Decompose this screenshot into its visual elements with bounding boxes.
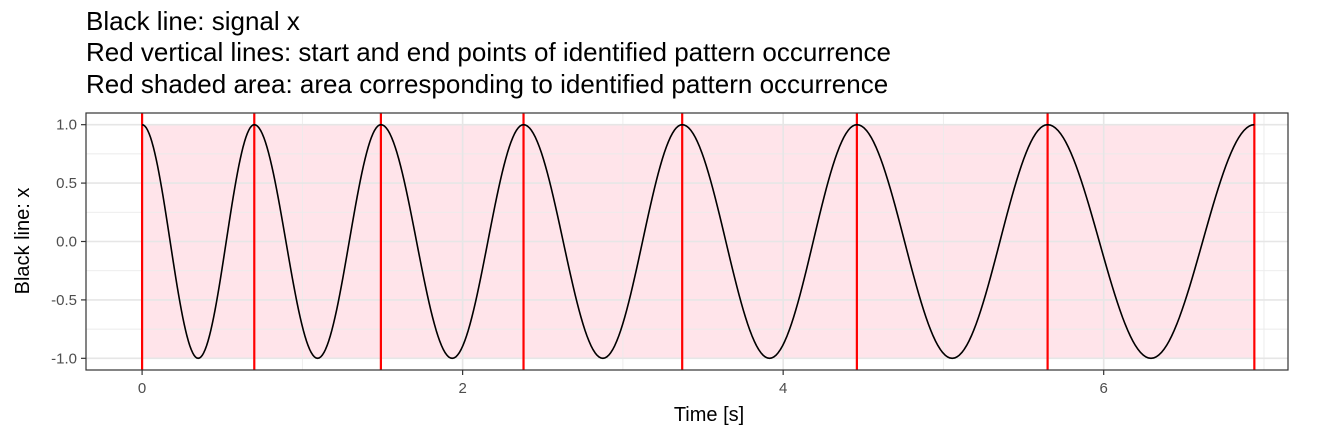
- x-axis: 0 2 4 6: [138, 370, 1108, 397]
- series-line: [141, 123, 1255, 360]
- y-tick-label: -0.5: [51, 292, 77, 309]
- chart-title-line-1: Black line: signal x: [86, 6, 300, 36]
- y-axis: -1.0 -0.5 0.0 0.5 1.0: [51, 117, 86, 367]
- x-tick-label: 4: [779, 380, 787, 397]
- chart-title-line-3: Red shaded area: area corresponding to i…: [86, 69, 888, 99]
- chart-title-line-2: Red vertical lines: start and end points…: [86, 37, 891, 67]
- series-layer: [141, 123, 1255, 360]
- vertical-lines-layer: [140, 113, 1256, 370]
- y-tick-label: 0.5: [56, 175, 77, 192]
- y-tick-label: 0.0: [56, 234, 77, 251]
- x-tick-label: 0: [138, 380, 146, 397]
- x-tick-label: 2: [458, 380, 466, 397]
- y-axis-label: Black line: x: [12, 188, 34, 295]
- x-axis-label: Time [s]: [674, 404, 744, 426]
- y-tick-label: 1.0: [56, 117, 77, 134]
- x-tick-label: 6: [1100, 380, 1108, 397]
- y-tick-label: -1.0: [51, 350, 77, 367]
